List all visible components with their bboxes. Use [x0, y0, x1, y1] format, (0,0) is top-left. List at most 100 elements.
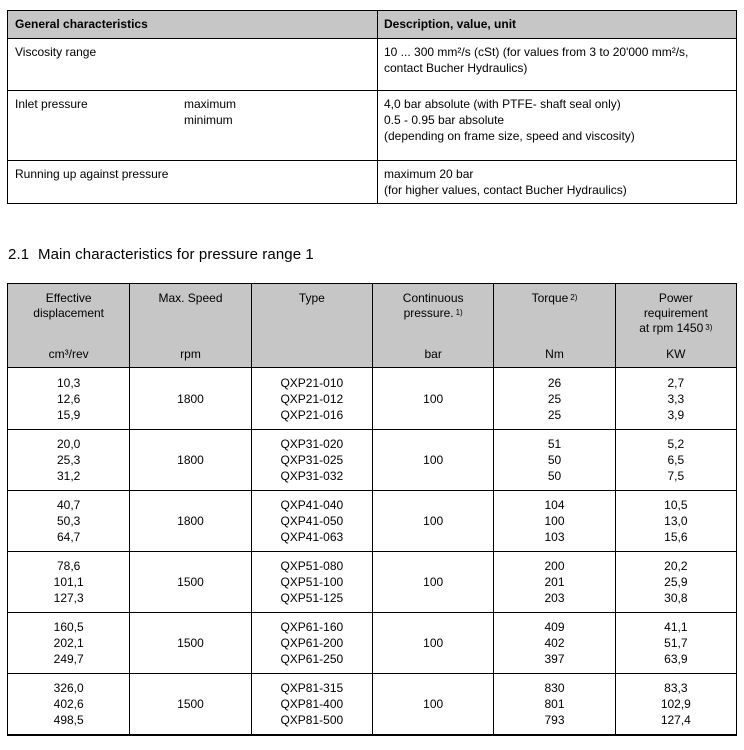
torque-cell: 51 50 50 [493, 430, 614, 490]
cell-value: 201 [544, 575, 565, 589]
footnote-marker-1: 1) [455, 308, 463, 317]
inlet-pressure-value-line: 0.5 - 0.95 bar absolute [384, 113, 505, 127]
col-header-power: Power requirement at rpm 1450 3) KW [614, 284, 736, 367]
col-header-max-speed: Max. Speed rpm [129, 284, 250, 367]
power-cell: 41,1 51,7 63,9 [614, 613, 736, 673]
cell-value: 1800 [177, 453, 204, 467]
pressure-cell: 100 [372, 368, 493, 429]
cell-value: 402,6 [53, 697, 84, 711]
speed-cell: 1500 [129, 552, 250, 612]
cell-value: 160,5 [53, 620, 84, 634]
general-table-header-row: General characteristics Description, val… [8, 11, 736, 39]
cell-value: 50 [547, 453, 562, 467]
pressure-cell: 100 [372, 430, 493, 490]
cell-value: 409 [544, 620, 565, 634]
cell-value: 10,5 [664, 498, 688, 512]
cell-value: 15,6 [664, 530, 688, 544]
cell-value: QXP51-100 [280, 575, 344, 589]
cell-value: 402 [544, 636, 565, 650]
displacement-cell: 160,5 202,1 249,7 [8, 613, 129, 673]
cell-value: QXP61-160 [280, 620, 344, 634]
footnote-marker-3: 3) [705, 323, 713, 332]
cell-value: QXP31-025 [280, 453, 344, 467]
cell-value: 30,8 [664, 591, 688, 605]
cell-value: 51,7 [664, 636, 688, 650]
header-line: Torque [531, 291, 569, 305]
col-header-effective-displacement: Effective displacement cm³/rev [8, 284, 129, 367]
inlet-pressure-value: 4,0 bar absolute (with PTFE- shaft seal … [377, 91, 736, 160]
cell-value: 249,7 [53, 652, 84, 666]
footnote-marker-2: 2) [570, 293, 578, 302]
cell-value: 202,1 [53, 636, 84, 650]
cell-value: 41,1 [664, 620, 688, 634]
power-cell: 20,2 25,9 30,8 [614, 552, 736, 612]
pressure-cell: 100 [372, 552, 493, 612]
cell-value: 100 [423, 697, 444, 711]
running-up-value-line: maximum 20 bar [384, 167, 474, 181]
cell-value: 78,6 [56, 559, 81, 573]
cell-value: 100 [544, 514, 565, 528]
cell-value: 12,6 [56, 391, 81, 406]
col-header-title: Effective displacement [10, 291, 127, 321]
cell-value: 51 [547, 437, 562, 451]
displacement-cell: 10,3 12,6 15,9 [8, 368, 129, 429]
displacement-cell: 78,6 101,1 127,3 [8, 552, 129, 612]
cell-value: QXP21-016 [280, 407, 344, 422]
cell-value: 25 [547, 391, 562, 406]
cell-value: 15,9 [56, 407, 81, 422]
torque-cell: 200 201 203 [493, 552, 614, 612]
col-header-title: Max. Speed [132, 291, 248, 306]
torque-cell: 830 801 793 [493, 674, 614, 734]
cell-value: QXP31-032 [280, 469, 344, 483]
torque-cell: 409 402 397 [493, 613, 614, 673]
cell-value: 1500 [177, 636, 204, 650]
cell-value: 498,5 [53, 713, 84, 727]
viscosity-range-value-line: contact Bucher Hydraulics) [384, 61, 528, 75]
header-line: pressure. [403, 306, 454, 320]
cell-value: 7,5 [667, 469, 685, 483]
cell-value: 26 [547, 375, 562, 390]
inlet-pressure-label: Inlet pressure [15, 97, 88, 111]
cell-value: 127,3 [53, 591, 84, 605]
cell-value: 100 [423, 575, 444, 589]
cell-value: 103 [544, 530, 565, 544]
torque-cell: 26 25 25 [493, 368, 614, 429]
cell-value: 25 [547, 407, 562, 422]
col-header-title: Type [254, 291, 370, 306]
type-cell: QXP81-315 QXP81-400 QXP81-500 [250, 674, 372, 734]
col-unit-power: KW [666, 347, 686, 361]
inlet-pressure-value-line: (depending on frame size, speed and visc… [384, 129, 635, 143]
type-cell: QXP31-020 QXP31-025 QXP31-032 [250, 430, 372, 490]
pressure-cell: 100 [372, 491, 493, 551]
header-line: Type [298, 291, 325, 305]
cell-value: 20,0 [56, 437, 81, 451]
cell-value: QXP41-063 [280, 530, 344, 544]
viscosity-range-value: 10 ... 300 mm²/s (cSt) (for values from … [377, 39, 736, 90]
col-header-torque: Torque 2) Nm [493, 284, 614, 367]
type-cell: QXP21-010 QXP21-012 QXP21-016 [250, 368, 372, 429]
cell-value: 64,7 [56, 530, 81, 544]
header-line: displacement [33, 306, 105, 320]
col-unit-pressure: bar [424, 347, 442, 361]
type-cell: QXP51-080 QXP51-100 QXP51-125 [250, 552, 372, 612]
cell-value: QXP21-012 [280, 391, 344, 406]
section-heading: 2.1 Main characteristics for pressure ran… [8, 246, 314, 263]
running-up-value-line: (for higher values, contact Bucher Hydra… [384, 183, 627, 197]
cell-value: QXP41-040 [280, 498, 344, 512]
cell-value: 3,9 [667, 407, 685, 422]
cell-value: 40,7 [56, 498, 81, 512]
col-header-title: Power requirement at rpm 1450 3) [618, 291, 734, 336]
cell-value: 1800 [177, 514, 204, 528]
table-group-row: 78,6 101,1 127,3 1500 QXP51-080 QXP51-100 QXP5… [8, 551, 736, 612]
pressure-cell: 100 [372, 613, 493, 673]
speed-cell: 1500 [129, 674, 250, 734]
type-cell: QXP61-160 QXP61-200 QXP61-250 [250, 613, 372, 673]
cell-value: 100 [423, 453, 444, 467]
cell-value: 1500 [177, 697, 204, 711]
cell-value: 203 [544, 591, 565, 605]
cell-value: 13,0 [664, 514, 688, 528]
cell-value: 104 [544, 498, 565, 512]
viscosity-range-value-line: 10 ... 300 mm²/s (cSt) (for values from … [384, 45, 689, 59]
cell-value: 50 [547, 469, 562, 483]
